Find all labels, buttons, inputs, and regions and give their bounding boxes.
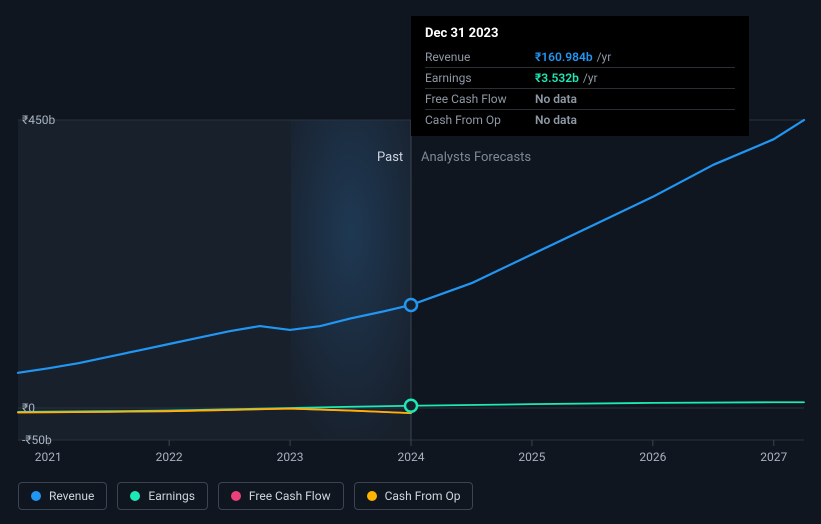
tooltip-row-label: Free Cash Flow [425,89,535,110]
tooltip-row: Free Cash FlowNo data [425,89,735,110]
tooltip-row: Revenue₹160.984b/yr [425,47,735,68]
x-axis-label: 2024 [398,450,425,464]
legend-label: Free Cash Flow [249,489,331,503]
tooltip-table: Revenue₹160.984b/yrEarnings₹3.532b/yrFre… [425,47,735,130]
x-axis-label: 2025 [518,450,545,464]
x-axis-label: 2026 [639,450,666,464]
tooltip-row: Cash From OpNo data [425,110,735,131]
x-axis-label: 2022 [156,450,183,464]
tooltip-row-label: Earnings [425,68,535,89]
x-axis-label: 2021 [35,450,62,464]
revenue-dot-icon [31,491,41,501]
x-axis-label: 2027 [760,450,787,464]
chart-tooltip: Dec 31 2023 Revenue₹160.984b/yrEarnings₹… [411,16,749,136]
chart-svg [18,120,804,440]
legend-label: Cash From Op [385,489,461,503]
tooltip-row: Earnings₹3.532b/yr [425,68,735,89]
tooltip-row-value: No data [535,110,735,131]
tooltip-row-label: Revenue [425,47,535,68]
chart-area: ₹450b₹0-₹50b2021202220232024202520262027… [18,120,804,440]
earnings-dot-icon [130,491,140,501]
tooltip-row-value: No data [535,89,735,110]
y-axis-label: ₹0 [22,401,35,415]
cfo-dot-icon [367,491,377,501]
forecast-label: Analysts Forecasts [421,150,531,165]
legend-item-revenue[interactable]: Revenue [18,482,107,510]
tooltip-row-label: Cash From Op [425,110,535,131]
tooltip-row-value: ₹3.532b/yr [535,68,735,89]
tooltip-date: Dec 31 2023 [425,26,735,41]
x-axis-label: 2023 [277,450,304,464]
y-axis-label: ₹450b [22,113,55,127]
legend-item-cfo[interactable]: Cash From Op [354,482,474,510]
legend-item-earnings[interactable]: Earnings [117,482,208,510]
tooltip-row-value: ₹160.984b/yr [535,47,735,68]
legend-label: Revenue [49,489,94,503]
legend-label: Earnings [148,489,195,503]
y-axis-label: -₹50b [22,433,52,447]
fcf-dot-icon [231,491,241,501]
legend-item-fcf[interactable]: Free Cash Flow [218,482,344,510]
chart-legend: Revenue Earnings Free Cash Flow Cash From O… [18,482,473,510]
past-label: Past [377,150,403,165]
